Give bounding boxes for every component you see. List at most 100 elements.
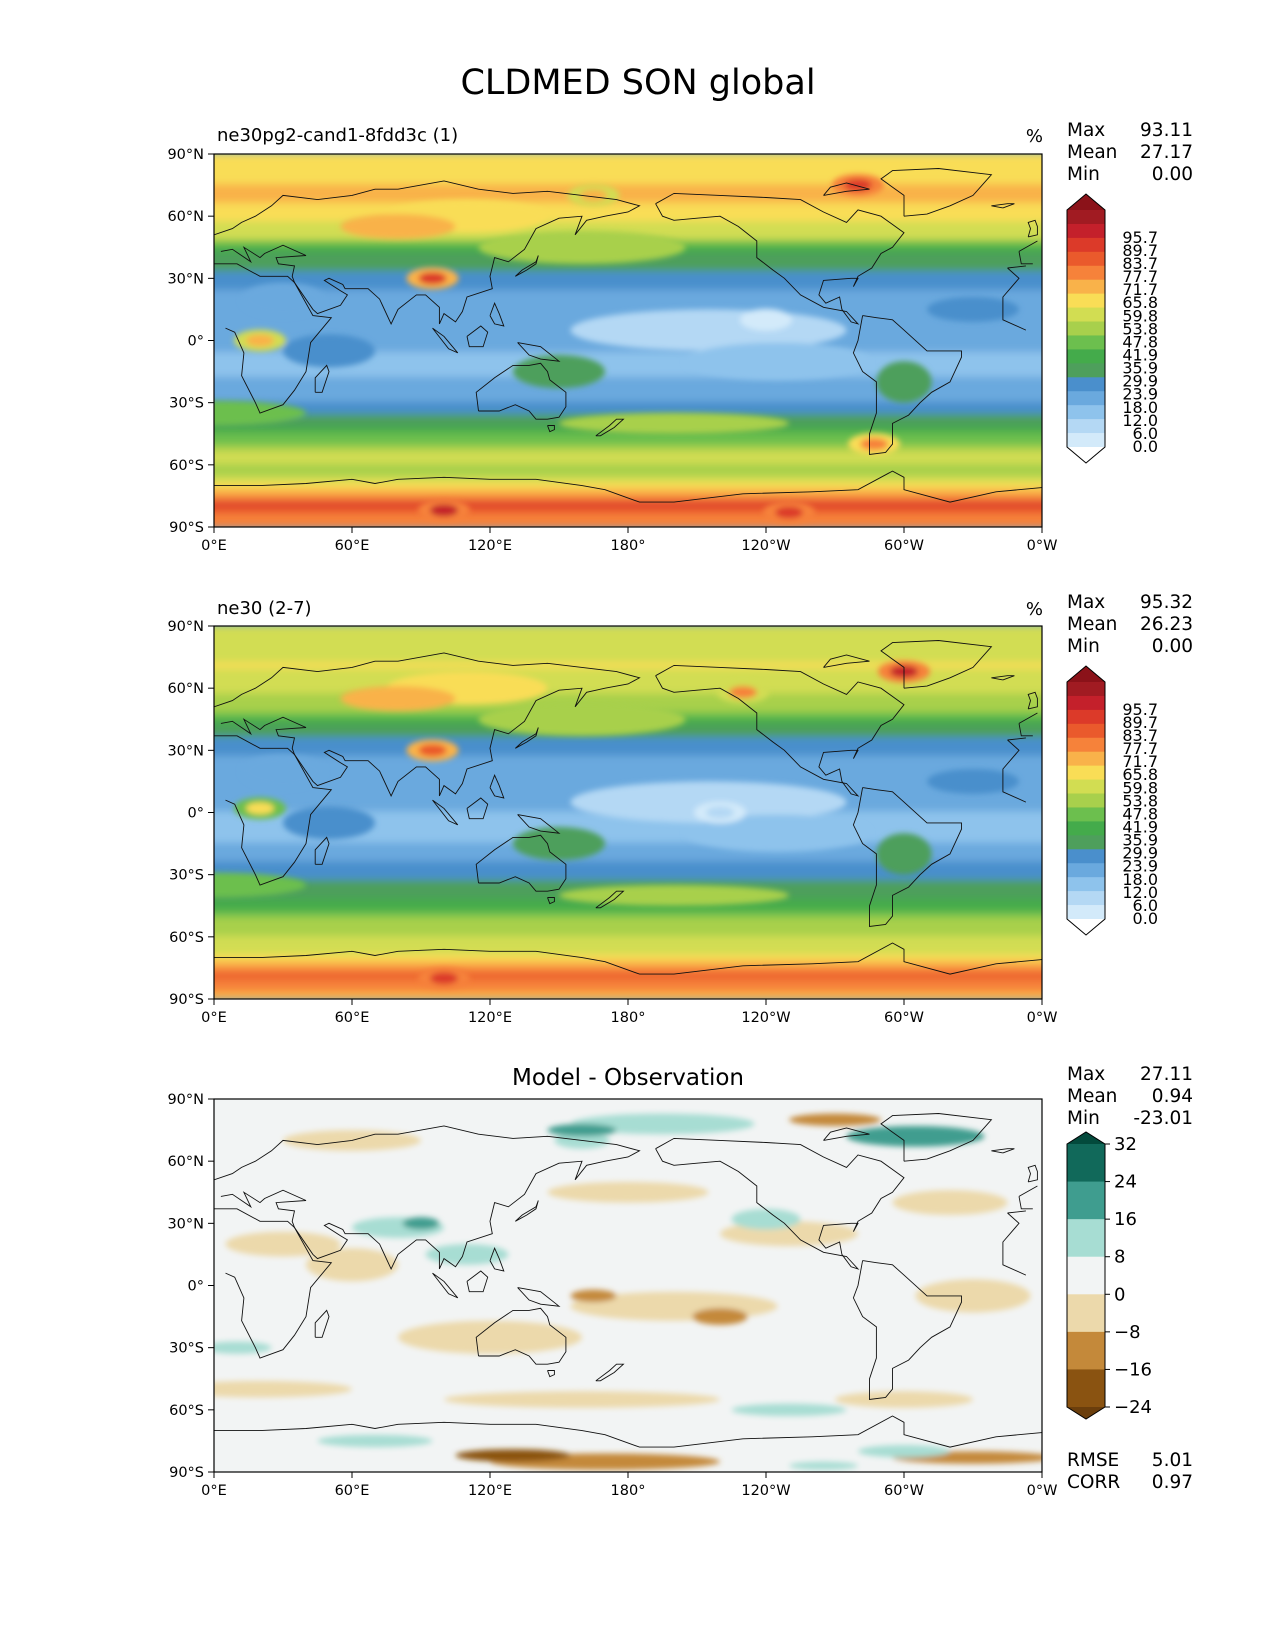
colorbar-segment: [1067, 765, 1105, 781]
diff-patches: [214, 1113, 1042, 1470]
colorbar-tick-label: 0: [1114, 1284, 1125, 1305]
y-tick-label: 90°S: [169, 520, 204, 536]
x-tick-label: 120°W: [741, 538, 790, 554]
zonal-band: [214, 861, 1042, 870]
map-field: [214, 1099, 1042, 1472]
hotspot: [430, 504, 458, 517]
zonal-band: [214, 482, 1042, 491]
zonal-band: [214, 190, 1042, 199]
colorbar-tick-label: 41.9: [1122, 818, 1158, 837]
colorbar-tick-label: 12.0: [1122, 883, 1158, 902]
hotspot: [579, 189, 608, 202]
anomaly-blob: [478, 230, 686, 264]
zonal-band: [214, 184, 1042, 193]
anomaly-blob: [283, 334, 375, 368]
zonal-band: [214, 401, 1042, 410]
zonal-band: [214, 830, 1042, 839]
zonal-band: [214, 507, 1042, 516]
zonal-band: [214, 302, 1042, 311]
zonal-band: [214, 761, 1042, 770]
zonal-band: [214, 942, 1042, 951]
y-tick-label: 90°N: [167, 619, 204, 635]
zonal-band: [214, 910, 1042, 920]
diff-patch: [455, 1449, 571, 1462]
stat-mean-value: 0.94: [1152, 1086, 1193, 1107]
hotspot: [418, 744, 447, 757]
coastline: [214, 652, 1038, 797]
zonal-band: [214, 823, 1042, 833]
diff-patch: [306, 1248, 398, 1282]
colorbar-segment: [1067, 723, 1105, 739]
colorbar-segment: [1067, 709, 1105, 725]
colorbar-extend-max: [1067, 194, 1105, 210]
map-area: [214, 626, 1042, 999]
anomaly-blob: [241, 282, 325, 316]
colorbar-tick-label: 6.0: [1133, 896, 1158, 915]
zonal-band: [214, 985, 1042, 994]
colorbar-segment: [1067, 237, 1105, 253]
zonal-band: [214, 699, 1042, 708]
coastline: [655, 1137, 905, 1270]
zonal-band: [214, 873, 1042, 882]
colorbar-tick-label: 77.7: [1122, 267, 1158, 286]
corr-label: CORR: [1067, 1472, 1120, 1493]
coastline: [823, 182, 870, 196]
map-area: [214, 1099, 1042, 1472]
zonal-band: [214, 208, 1042, 218]
colorbar-segment: [1067, 210, 1105, 225]
zonal-band: [214, 693, 1042, 702]
y-tick-label: 90°N: [167, 147, 204, 163]
panel-title-center: Model - Observation: [512, 1065, 744, 1091]
y-tick-label: 30°N: [167, 271, 204, 287]
coastline: [991, 1148, 1015, 1154]
coastline: [314, 1309, 330, 1338]
x-tick-label: 60°W: [884, 538, 924, 554]
colorbar-segment: [1067, 877, 1105, 892]
coastline: [514, 727, 539, 749]
stats-box: Max 27.11 Mean 0.94 Min -23.01: [1067, 1064, 1193, 1129]
stat-min-value: 0.00: [1152, 636, 1193, 657]
colorbar-segment: [1067, 807, 1105, 822]
coastline: [595, 1363, 625, 1382]
colorbar-outline: [1066, 665, 1106, 936]
x-tick-label: 120°W: [741, 1483, 790, 1499]
coastline: [991, 675, 1015, 681]
zonal-band: [214, 165, 1042, 174]
zonal-band: [214, 264, 1042, 274]
corr-value: 0.97: [1152, 1472, 1193, 1493]
rmse-label: RMSE: [1067, 1450, 1119, 1471]
x-axis-ticks: 0°E 60°E 120°E 180° 120°W 60°W 0°W: [201, 999, 1057, 1026]
zonal-band: [214, 171, 1042, 180]
anomaly-blob: [513, 355, 605, 389]
coastline: [595, 890, 625, 909]
zonal-band: [214, 774, 1042, 783]
stat-mean-label: Mean: [1067, 142, 1117, 163]
x-tick-label: 180°: [611, 538, 646, 554]
zonal-band: [214, 917, 1042, 926]
zonal-band: [214, 780, 1042, 789]
anomaly-blob: [876, 833, 932, 875]
rmse-corr-box: RMSE 5.01 CORR 0.97: [1067, 1450, 1193, 1493]
zonal-band: [214, 407, 1042, 417]
coastline: [880, 640, 993, 689]
colorbar-tick-label: 47.8: [1122, 804, 1158, 823]
zonal-band: [214, 395, 1042, 404]
x-tick-label: 60°E: [335, 1010, 370, 1026]
coastlines: [214, 168, 1042, 503]
y-tick-label: 60°S: [169, 1403, 204, 1419]
zonal-band: [214, 438, 1042, 448]
x-tick-label: 0°E: [201, 1483, 227, 1499]
y-tick-label: 60°N: [167, 681, 204, 697]
y-tick-label: 30°N: [167, 1216, 204, 1232]
coastline: [547, 897, 555, 905]
zonal-band: [214, 767, 1042, 777]
colorbar-tick-label: 65.8: [1122, 765, 1158, 784]
colorbar-tick-label: 8: [1114, 1247, 1125, 1268]
colorbar-tick-label: 47.8: [1122, 332, 1158, 351]
zonal-band: [214, 991, 1042, 999]
colorbar-segment: [1067, 363, 1105, 378]
panel-difference: Model - Observation Max 27.11 Mean 0.94 …: [167, 1064, 1193, 1499]
colorbar-tick-label: 0.0: [1133, 909, 1158, 928]
coastline: [595, 418, 625, 437]
stat-mean-value: 26.23: [1140, 614, 1193, 635]
